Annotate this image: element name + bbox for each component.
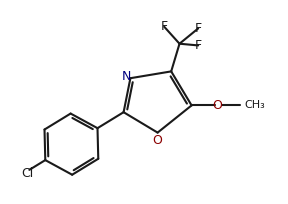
Text: F: F [195, 22, 202, 35]
Text: O: O [153, 134, 162, 147]
Text: F: F [195, 39, 202, 52]
Text: O: O [212, 99, 222, 112]
Text: N: N [122, 70, 131, 83]
Text: Cl: Cl [22, 167, 34, 181]
Text: F: F [161, 20, 168, 33]
Text: CH₃: CH₃ [244, 100, 265, 110]
